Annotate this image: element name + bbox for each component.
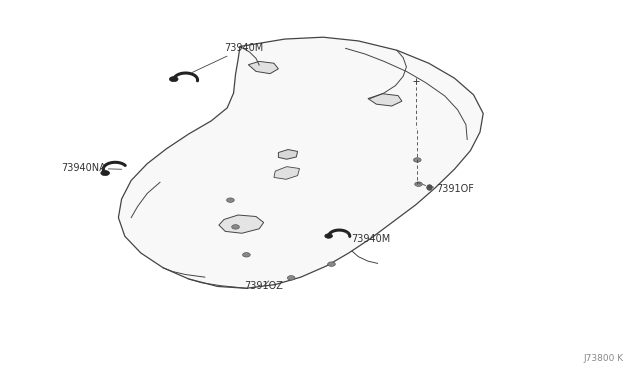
Polygon shape: [368, 94, 402, 106]
Polygon shape: [278, 150, 298, 159]
Circle shape: [232, 225, 239, 229]
Circle shape: [413, 158, 421, 162]
Circle shape: [170, 77, 178, 82]
Polygon shape: [274, 167, 300, 179]
Circle shape: [325, 234, 333, 238]
Circle shape: [287, 276, 295, 280]
Text: 73940NA: 73940NA: [61, 163, 122, 173]
Polygon shape: [118, 37, 483, 288]
Text: 73940M: 73940M: [346, 232, 390, 244]
Text: 7391OF: 7391OF: [429, 184, 474, 194]
Circle shape: [415, 182, 422, 186]
Text: 7391OZ: 7391OZ: [244, 281, 284, 291]
Circle shape: [328, 262, 335, 266]
Polygon shape: [248, 61, 278, 74]
Circle shape: [227, 198, 234, 202]
Polygon shape: [219, 215, 264, 233]
Text: 73940M: 73940M: [192, 44, 263, 73]
Text: J73800 K: J73800 K: [584, 354, 624, 363]
Circle shape: [243, 253, 250, 257]
Circle shape: [101, 170, 109, 176]
